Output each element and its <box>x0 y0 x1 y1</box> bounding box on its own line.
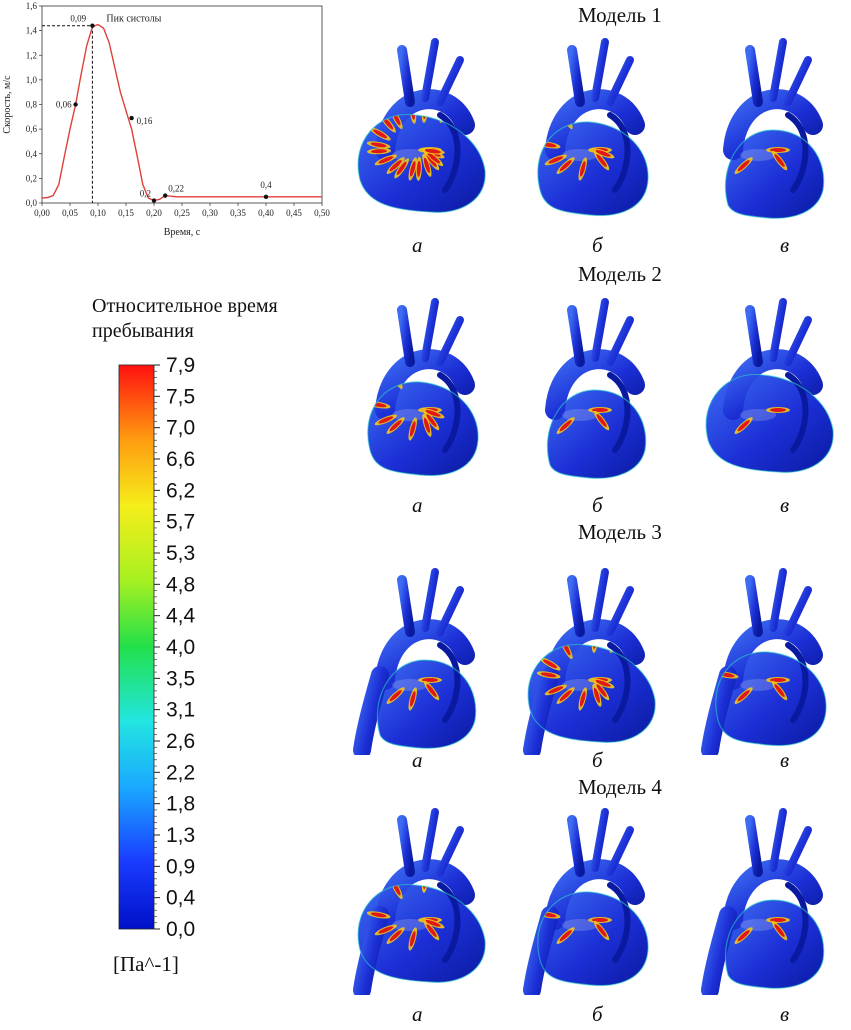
model-3-title: Модель 3 <box>578 520 662 544</box>
y-tick-label: 1,0 <box>26 75 38 85</box>
colorbar-value: 4,4 <box>166 605 196 628</box>
model-1-view-2-render <box>537 38 649 217</box>
colorbar-value: 2,6 <box>166 730 195 753</box>
model-3-label-a: а <box>412 748 423 772</box>
data-point-label: 0,2 <box>140 189 151 199</box>
data-point <box>151 198 157 203</box>
model-3-label-b: б <box>592 748 603 772</box>
velocity-series-line <box>41 23 322 202</box>
y-tick-label: 0,2 <box>26 173 37 183</box>
model-4-view-1-render <box>353 808 486 995</box>
x-tick-label: 0,25 <box>174 208 190 218</box>
model-2-view-1-render <box>367 298 479 477</box>
model-1-label-a: а <box>412 233 423 257</box>
y-tick-label: 0,6 <box>26 124 38 134</box>
data-point <box>163 193 168 198</box>
colorbar-value: 7,5 <box>166 385 195 408</box>
colorbar-value: 0,4 <box>166 887 196 910</box>
colorbar-value: 7,0 <box>166 417 195 440</box>
x-tick-label: 0,35 <box>230 208 246 218</box>
data-point <box>129 115 134 121</box>
model-2-title: Модель 2 <box>578 262 662 286</box>
colorbar-value: 2,2 <box>166 761 195 784</box>
colorbar-value: 5,3 <box>166 542 195 565</box>
data-point-label: 0,22 <box>168 184 184 194</box>
model-3-view-3-render <box>701 568 827 755</box>
y-axis-label: Скорость, м/с <box>2 75 13 134</box>
model-4-label-a: а <box>412 1002 423 1026</box>
model-4-view-3-render <box>701 808 825 995</box>
legend-unit-label: [Па^-1] <box>113 952 179 976</box>
data-point-label: 0,09 <box>70 14 86 24</box>
colorbar-value: 3,1 <box>166 699 195 722</box>
model-4-label-v: в <box>780 1002 790 1026</box>
model-2-label-a: а <box>412 493 423 517</box>
y-tick-label: 1,6 <box>26 1 38 11</box>
data-point <box>90 23 95 28</box>
x-tick-label: 0,50 <box>314 208 330 218</box>
y-tick-label: 0,0 <box>26 198 38 208</box>
data-point-label: 0,16 <box>137 116 153 126</box>
model-3-view-2-render <box>523 568 656 755</box>
model-2-view-2-render <box>545 298 647 479</box>
colorbar-legend: 7,9 7,5 7,0 6,6 6,2 5,7 5,3 4,8 4,4 4,0 3,5 3,1 2,6 2… <box>118 355 196 941</box>
data-point <box>73 102 78 107</box>
colorbar-value: 5,7 <box>166 511 195 534</box>
model-2-label-v: в <box>780 493 790 517</box>
x-tick-label: 0,45 <box>286 208 302 218</box>
x-axis-label: Время, с <box>164 227 201 238</box>
model-1-label-v: в <box>780 233 790 257</box>
x-tick-label: 0,40 <box>258 208 274 218</box>
y-tick-label: 0,8 <box>26 100 38 110</box>
peak-annotation: Пик систолы <box>106 14 161 25</box>
x-tick-label: 0,15 <box>118 208 134 218</box>
x-tick-label: 0,20 <box>146 208 162 218</box>
model-2-view-3-render <box>705 298 834 473</box>
model-4-title: Модель 4 <box>578 775 662 799</box>
model-3-label-v: в <box>780 748 790 772</box>
colorbar-value: 0,9 <box>166 855 195 878</box>
colorbar-value: 4,8 <box>166 573 195 596</box>
data-point <box>263 194 269 200</box>
model-1-view-1-render <box>357 38 486 213</box>
x-tick-label: 0,05 <box>62 208 78 218</box>
legend-title: Относительное время пребывания <box>92 295 278 342</box>
colorbar-value: 1,3 <box>166 824 195 847</box>
colorbar-value: 6,2 <box>166 479 195 502</box>
x-tick-label: 0,10 <box>90 208 106 218</box>
colorbar-value: 7,9 <box>166 355 195 377</box>
y-tick-label: 1,2 <box>26 50 37 60</box>
colorbar <box>118 364 155 930</box>
data-point-label: 0,06 <box>56 100 72 110</box>
velocity-chart: 0,00 0,05 0,10 0,15 0,20 0,25 0,30 0,35 0,40 0,45… <box>2 1 330 238</box>
model-4-label-b: б <box>592 1002 603 1026</box>
x-tick-label: 0,00 <box>34 208 50 218</box>
plot-frame <box>41 5 323 204</box>
data-point-label: 0,4 <box>260 180 272 190</box>
model-1-title: Модель 1 <box>578 3 662 27</box>
model-1-label-b: б <box>592 233 603 257</box>
colorbar-value: 3,5 <box>166 667 195 690</box>
y-tick-label: 1,4 <box>26 26 38 36</box>
x-tick-label: 0,30 <box>202 208 218 218</box>
y-tick-label: 0,4 <box>26 149 38 159</box>
model-4-view-2-render <box>523 808 649 995</box>
colorbar-value: 6,6 <box>166 448 195 471</box>
colorbar-value: 0,0 <box>166 918 195 941</box>
colorbar-value: 1,8 <box>166 793 195 816</box>
model-1-view-3-render <box>723 38 825 219</box>
colorbar-value: 4,0 <box>166 636 195 659</box>
model-3-view-1-render <box>353 568 477 755</box>
model-2-label-b: б <box>592 493 603 517</box>
